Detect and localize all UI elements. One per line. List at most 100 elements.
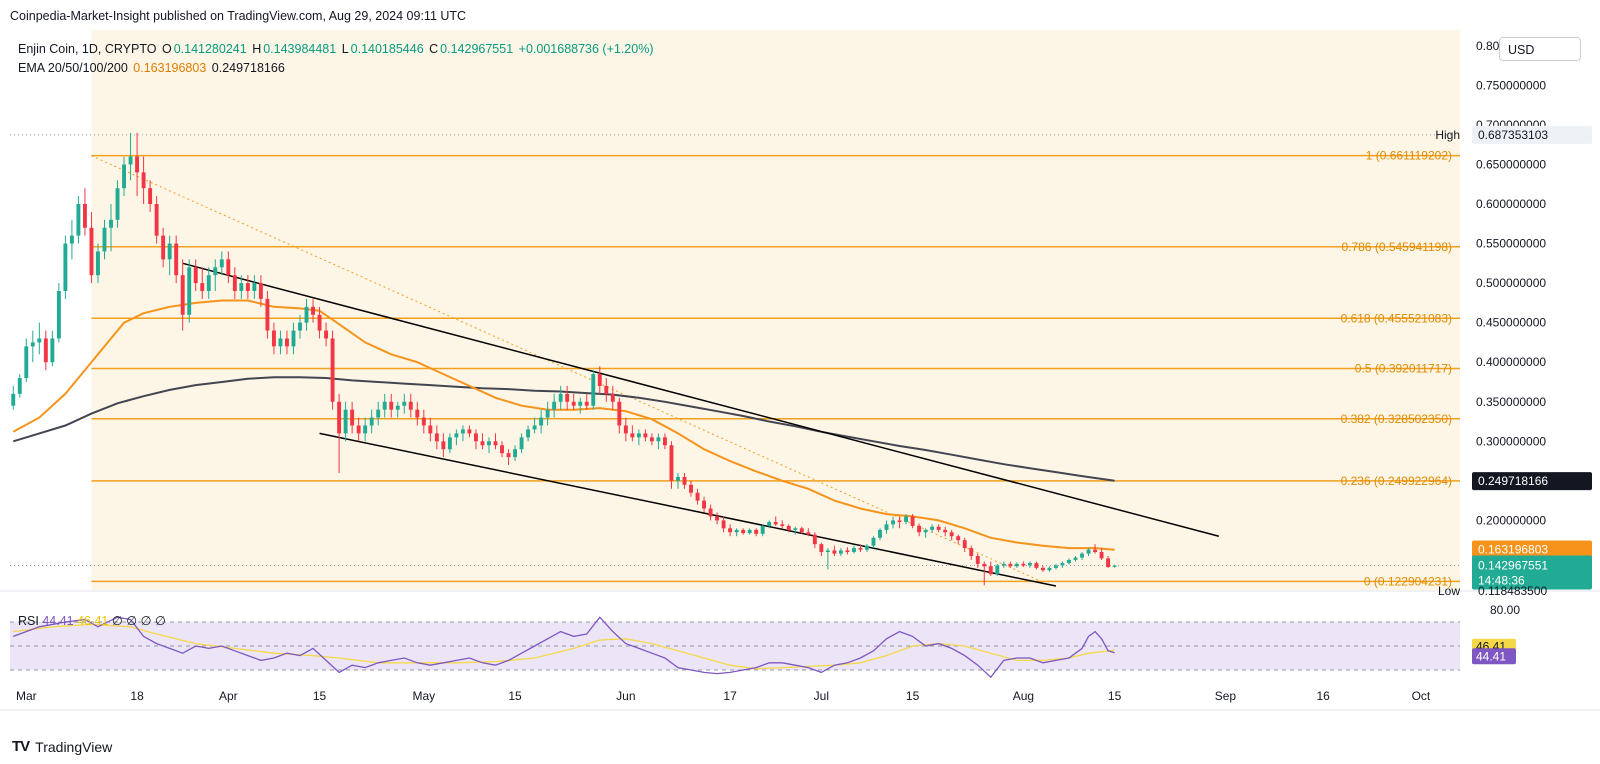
- currency-selector[interactable]: USD: [1499, 37, 1581, 61]
- candle-body: [141, 172, 146, 189]
- high-value-badge-bg: [1472, 125, 1592, 144]
- candle-body: [109, 219, 113, 228]
- candle-body: [988, 566, 993, 575]
- rsi-value-badge-bg: [1472, 648, 1516, 665]
- candle-body: [519, 437, 524, 450]
- ema-slow-value: 0.249718166: [211, 61, 285, 75]
- candle-body: [474, 433, 478, 442]
- candle-body: [317, 314, 322, 331]
- candle-body: [11, 393, 16, 406]
- candle-body: [917, 525, 922, 533]
- rsi-label[interactable]: RSI: [18, 614, 39, 628]
- candle-body: [506, 453, 511, 458]
- candle-body: [571, 401, 576, 406]
- time-tick-label: 18: [130, 689, 144, 703]
- close-label: C: [429, 42, 439, 56]
- candle-body: [865, 545, 869, 550]
- tradingview-brand[interactable]: TV TradingView: [12, 738, 112, 755]
- low-label: L: [341, 42, 349, 56]
- candle-body: [69, 235, 74, 244]
- candle-body: [526, 429, 531, 438]
- candle-body: [623, 425, 628, 434]
- candle-body: [376, 409, 381, 418]
- low-marker-label: Low: [1438, 584, 1460, 598]
- candle-body: [363, 425, 368, 434]
- candle-body: [187, 267, 192, 315]
- high-label: H: [252, 42, 262, 56]
- candle-body: [1099, 552, 1104, 559]
- candle-body: [838, 550, 843, 554]
- candle-body: [617, 401, 622, 426]
- ema-indicator-label[interactable]: EMA 20/50/100/200: [18, 61, 128, 75]
- candle-body: [330, 338, 335, 402]
- price-tick-label: 0.400000000: [1476, 355, 1546, 369]
- candle-body: [245, 283, 250, 292]
- price-tick-label: 0.650000000: [1476, 157, 1546, 171]
- candle-body: [1027, 563, 1032, 566]
- candle-body: [500, 445, 504, 454]
- candle-body: [649, 437, 654, 442]
- candle-body: [161, 235, 166, 260]
- candle-body: [597, 374, 602, 386]
- candle-body: [1054, 565, 1058, 568]
- candle-body: [304, 306, 309, 323]
- candle-body: [851, 548, 856, 553]
- trend-channel[interactable]: [182, 262, 1220, 587]
- candle-body: [532, 425, 537, 430]
- candle-body: [193, 267, 198, 284]
- candle-body: [956, 536, 961, 541]
- channel-upper-line: [182, 262, 1220, 537]
- open-label: O: [161, 42, 172, 56]
- price-axis[interactable]: 0.2000000000.2500000000.3000000000.35000…: [1435, 39, 1592, 665]
- candle-body: [715, 516, 720, 521]
- candle-body: [995, 565, 1000, 575]
- candle-body: [350, 409, 355, 426]
- time-axis[interactable]: Mar 18 Apr 15 May 15 Jun 17 Jul 15 Aug 15 Sep 16 Oct: [16, 689, 1431, 703]
- candle-body: [552, 401, 557, 410]
- candle-body: [565, 393, 570, 402]
- candle-body: [689, 484, 693, 493]
- candle-body: [232, 275, 237, 292]
- ema-slow-badge-bg: [1472, 472, 1592, 491]
- change-value: +0.001688736 (+1.20%): [518, 42, 654, 56]
- candle-body: [408, 401, 413, 410]
- candle-body: [708, 508, 713, 517]
- symbol-name[interactable]: Enjin Coin, 1D, CRYPTO: [18, 42, 157, 56]
- candle-body: [43, 338, 48, 363]
- candle-body: [923, 529, 928, 533]
- time-tick-label: Mar: [16, 689, 37, 703]
- price-tick-label: 0.600000000: [1476, 197, 1546, 211]
- bar-countdown: 14:48:36: [1478, 574, 1525, 588]
- open-value: 0.141280241: [173, 42, 247, 56]
- candle-body: [460, 429, 465, 434]
- time-tick-label: 15: [313, 689, 327, 703]
- candle-body: [786, 525, 791, 530]
- candle-body: [1014, 563, 1019, 567]
- low-value-label: 0.118483500: [1478, 584, 1548, 598]
- low-value: 0.140185446: [350, 42, 424, 56]
- price-tick-label: 0.500000000: [1476, 276, 1546, 290]
- candle-body: [454, 433, 459, 438]
- candle-body: [389, 401, 394, 410]
- tradingview-logo-icon: TV: [12, 738, 30, 755]
- ema-fast-badge: 0.163196803: [1478, 543, 1548, 557]
- candle-body: [395, 405, 400, 410]
- candle-body: [767, 521, 772, 526]
- rsi-ma-line: [13, 623, 1115, 670]
- candle-body: [180, 275, 185, 315]
- candle-body: [115, 188, 120, 220]
- high-marker-label: High: [1435, 128, 1460, 142]
- close-value: 0.142967551: [440, 42, 514, 56]
- candle-body: [884, 524, 889, 530]
- candle-body: [291, 330, 296, 347]
- candle-body: [545, 409, 550, 418]
- published-by-text: Coinpedia-Market-Insight published on Tr…: [10, 9, 467, 23]
- candle-body: [747, 529, 752, 534]
- fib-background-tint: [91, 30, 1460, 590]
- fibonacci-retracement[interactable]: 1 (0.661119202) 0.786 (0.545941198) 0.618 …: [91, 149, 1460, 589]
- tradingview-wordmark: TradingView: [35, 738, 113, 755]
- candle-body: [447, 437, 452, 450]
- candle-body: [832, 550, 837, 554]
- candle-body: [760, 525, 765, 534]
- high-value: 0.143984481: [263, 42, 337, 56]
